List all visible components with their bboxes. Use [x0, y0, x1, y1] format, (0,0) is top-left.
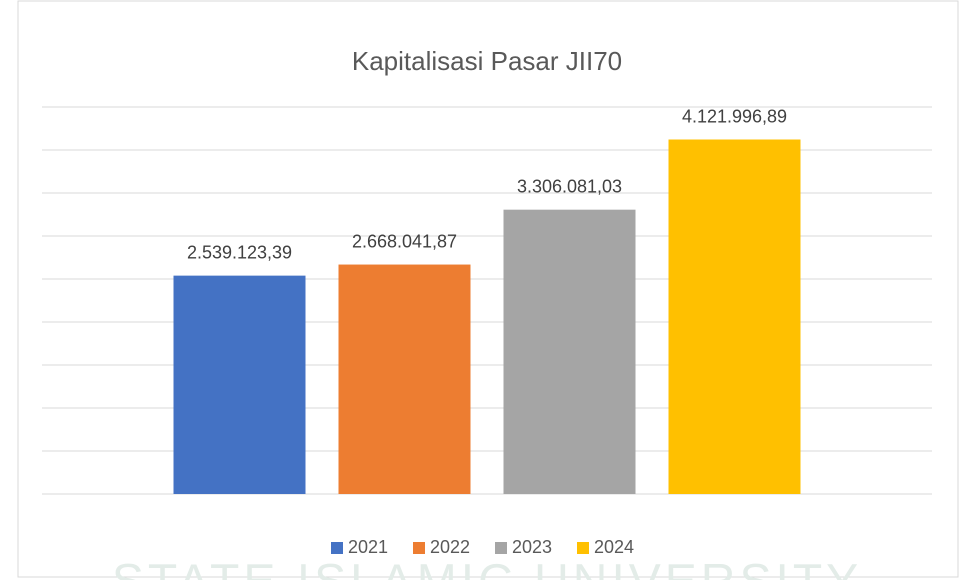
- legend-label: 2023: [512, 537, 552, 557]
- legend-swatch: [413, 542, 425, 554]
- legend-swatch: [577, 542, 589, 554]
- data-label: 2.668.041,87: [352, 231, 457, 251]
- data-label: 2.539.123,39: [187, 242, 292, 262]
- chart-frame: [17, 0, 959, 578]
- bar: [338, 264, 471, 494]
- chart-title: Kapitalisasi Pasar JII70: [352, 46, 622, 76]
- data-label: 3.306.081,03: [517, 176, 622, 196]
- watermark: STATE ISLAMIC UNIVERSITY: [112, 556, 862, 580]
- bar: [503, 209, 636, 494]
- bar: [668, 139, 801, 494]
- legend-label: 2022: [430, 537, 470, 557]
- legend-swatch: [331, 542, 343, 554]
- data-label: 4.121.996,89: [682, 106, 787, 126]
- bar: [173, 275, 306, 494]
- legend-swatch: [495, 542, 507, 554]
- legend-label: 2024: [594, 537, 634, 557]
- legend-label: 2021: [348, 537, 388, 557]
